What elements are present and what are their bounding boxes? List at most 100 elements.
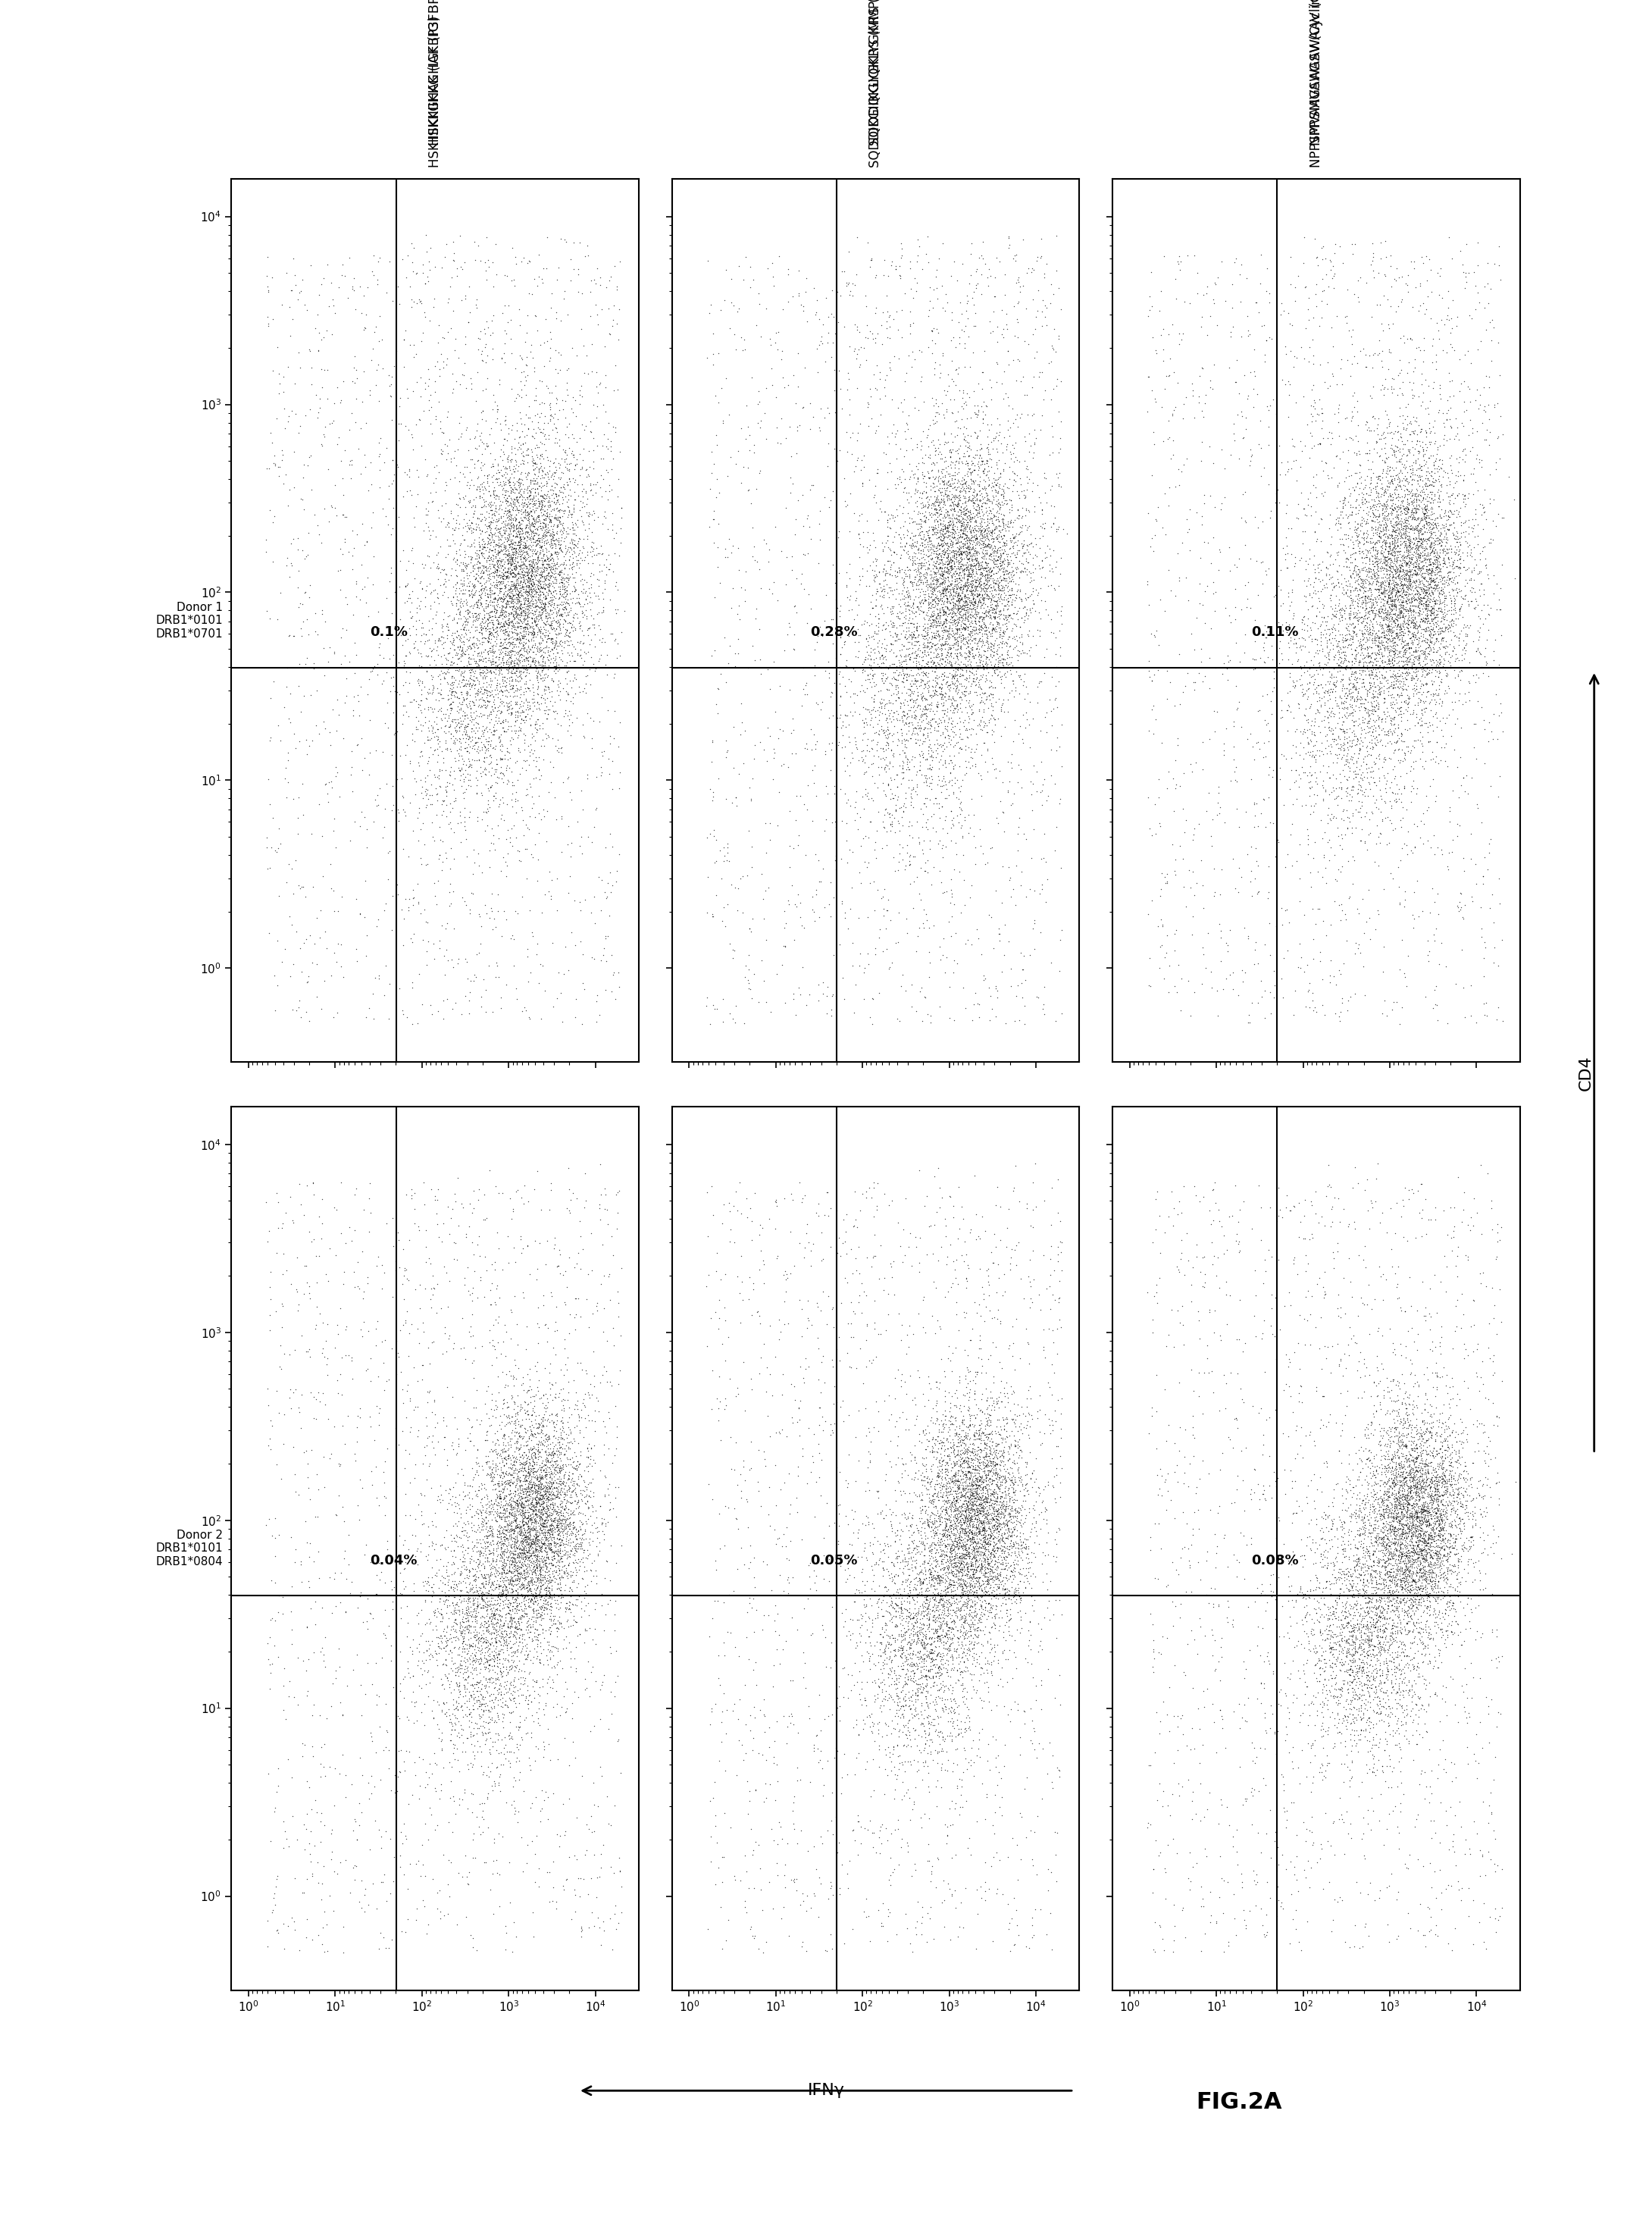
Point <box>1338 320 1365 356</box>
Point <box>514 671 540 707</box>
Point <box>1256 409 1282 445</box>
Point <box>968 1462 995 1498</box>
Point <box>1441 1406 1467 1442</box>
Point <box>919 1579 945 1614</box>
Point <box>529 1538 555 1574</box>
Point <box>996 628 1023 664</box>
Point <box>1426 391 1452 427</box>
Point <box>535 584 562 619</box>
Point <box>1383 615 1409 651</box>
Point <box>1421 1440 1447 1476</box>
Point <box>1373 530 1399 566</box>
Point <box>487 521 514 557</box>
Point <box>476 416 502 452</box>
Point <box>484 552 510 588</box>
Point <box>1341 1205 1368 1241</box>
Point <box>1001 1534 1028 1570</box>
Point <box>907 1489 933 1525</box>
Point <box>1419 329 1446 364</box>
Point <box>899 1652 925 1688</box>
Point <box>499 1677 525 1713</box>
Point <box>995 635 1021 671</box>
Point <box>530 481 557 517</box>
Point <box>1161 841 1188 877</box>
Point <box>1312 570 1338 606</box>
Point <box>988 1467 1014 1503</box>
Point <box>1307 935 1333 970</box>
Point <box>1346 1626 1373 1661</box>
Point <box>489 1498 515 1534</box>
Point <box>1345 1532 1371 1567</box>
Point <box>717 438 743 474</box>
Point <box>514 695 540 731</box>
Point <box>1401 1485 1427 1520</box>
Point <box>469 713 496 749</box>
Point <box>1368 1693 1394 1728</box>
Point <box>1029 991 1056 1026</box>
Point <box>279 1760 306 1796</box>
Point <box>1378 479 1404 514</box>
Point <box>1394 407 1421 443</box>
Point <box>510 1503 537 1538</box>
Point <box>474 1610 501 1646</box>
Point <box>917 407 943 443</box>
Point <box>990 1496 1016 1532</box>
Point <box>927 823 953 859</box>
Point <box>1411 246 1437 282</box>
Point <box>1026 595 1052 631</box>
Point <box>917 568 943 604</box>
Point <box>1308 1498 1335 1534</box>
Point <box>947 635 973 671</box>
Point <box>588 528 615 563</box>
Point <box>1386 691 1412 727</box>
Point <box>501 487 527 523</box>
Point <box>1427 427 1454 463</box>
Point <box>912 1796 938 1831</box>
Point <box>922 1552 948 1588</box>
Point <box>1398 572 1424 608</box>
Point <box>339 1344 365 1380</box>
Point <box>1300 367 1327 402</box>
Point <box>463 241 489 277</box>
Point <box>1472 1444 1498 1480</box>
Point <box>938 514 965 550</box>
Point <box>986 414 1013 449</box>
Point <box>957 648 983 684</box>
Point <box>1001 1574 1028 1610</box>
Point <box>733 859 760 894</box>
Point <box>405 664 431 700</box>
Point <box>1398 1476 1424 1512</box>
Point <box>479 1541 506 1576</box>
Point <box>507 539 534 575</box>
Point <box>932 474 958 510</box>
Point <box>1388 1614 1414 1650</box>
Point <box>932 588 958 624</box>
Point <box>1452 255 1479 291</box>
Point <box>448 1688 474 1724</box>
Point <box>492 631 519 666</box>
Point <box>1360 675 1386 711</box>
Point <box>481 731 507 767</box>
Point <box>1350 669 1376 704</box>
Point <box>1323 1512 1350 1547</box>
Point <box>506 622 532 657</box>
Point <box>340 259 367 295</box>
Point <box>1404 615 1431 651</box>
Point <box>1399 626 1426 662</box>
Point <box>537 1442 563 1478</box>
Point <box>519 581 545 617</box>
Point <box>522 503 548 539</box>
Point <box>517 1429 544 1465</box>
Point <box>464 1541 491 1576</box>
Point <box>945 1550 971 1585</box>
Point <box>537 1482 563 1518</box>
Point <box>468 682 494 718</box>
Point <box>1307 1592 1333 1628</box>
Point <box>750 964 776 999</box>
Point <box>943 561 970 597</box>
Point <box>479 499 506 534</box>
Point <box>477 1456 504 1491</box>
Point <box>1252 322 1279 358</box>
Point <box>1341 552 1368 588</box>
Point <box>492 528 519 563</box>
